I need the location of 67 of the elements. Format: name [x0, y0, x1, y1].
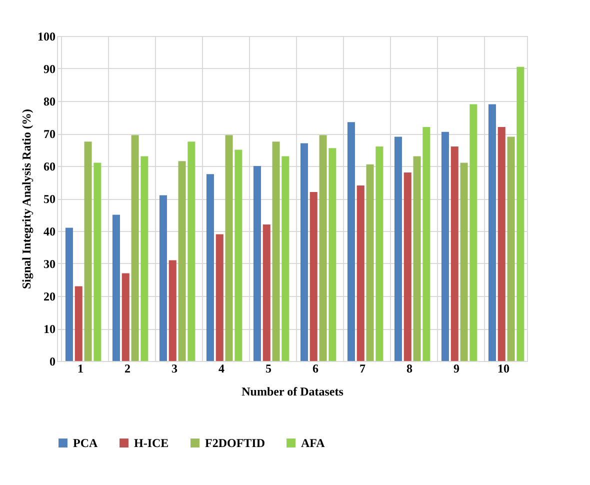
bar: [262, 224, 270, 361]
y-axis-title: Signal Integrity Analysis Ratio (%): [20, 108, 34, 290]
bar: [470, 104, 478, 361]
bar: [356, 186, 364, 361]
x-tick-label: 5: [266, 362, 272, 376]
bar: [413, 156, 421, 361]
bar: [168, 260, 176, 361]
x-tick-label: 2: [124, 362, 130, 376]
legend-label: H-ICE: [134, 436, 169, 450]
y-tick-label: 80: [44, 94, 56, 108]
bar: [74, 286, 82, 361]
bar: [206, 174, 214, 361]
x-tick-label: 6: [312, 362, 318, 376]
x-tick-label: 1: [78, 362, 84, 376]
y-tick-label: 60: [44, 160, 56, 174]
bar: [272, 142, 280, 361]
x-tick-label: 7: [360, 362, 366, 376]
bar: [282, 156, 290, 361]
legend-label: PCA: [73, 436, 98, 450]
bar: [516, 66, 524, 361]
bar: [178, 161, 186, 361]
bar: [450, 146, 458, 361]
bar: [404, 172, 412, 361]
bar: [216, 234, 224, 361]
y-tick-label: 40: [44, 224, 56, 238]
bar: [122, 273, 130, 361]
bar: [159, 195, 167, 361]
bar: [188, 142, 196, 361]
bar: [112, 214, 120, 361]
bar: [498, 127, 506, 361]
bar: [131, 135, 139, 361]
bar: [347, 122, 355, 361]
bar: [225, 135, 233, 361]
bar: [140, 156, 148, 361]
bar: [65, 228, 73, 361]
bar: [234, 150, 242, 361]
bar: [328, 148, 336, 361]
bar: [319, 135, 327, 361]
bar: [422, 127, 430, 361]
x-axis-title: Number of Datasets: [242, 384, 344, 398]
x-tick-label: 9: [454, 362, 460, 376]
bar: [376, 146, 384, 361]
y-tick-label: 0: [50, 354, 56, 368]
x-tick-label: 4: [218, 362, 224, 376]
bar: [394, 136, 402, 361]
legend-label: F2DOFTID: [205, 436, 266, 450]
y-tick-label: 100: [38, 30, 56, 44]
x-tick-label: 8: [406, 362, 412, 376]
y-tick-label: 90: [44, 62, 56, 76]
bar: [488, 104, 496, 361]
bar: [84, 142, 92, 361]
bar: [310, 192, 318, 361]
y-tick-label: 30: [44, 257, 56, 271]
bar: [460, 162, 468, 361]
bar: [366, 164, 374, 361]
bar: [253, 166, 261, 361]
legend-label: AFA: [301, 436, 326, 450]
bar: [300, 143, 308, 361]
bar: [94, 162, 102, 361]
bar: [441, 132, 449, 361]
x-tick-label: 3: [172, 362, 178, 376]
y-tick-label: 50: [44, 192, 56, 206]
y-tick-label: 20: [44, 290, 56, 304]
bar: [507, 136, 515, 361]
x-tick-label: 10: [498, 362, 510, 376]
y-tick-label: 70: [44, 127, 56, 141]
y-tick-label: 10: [44, 322, 56, 336]
